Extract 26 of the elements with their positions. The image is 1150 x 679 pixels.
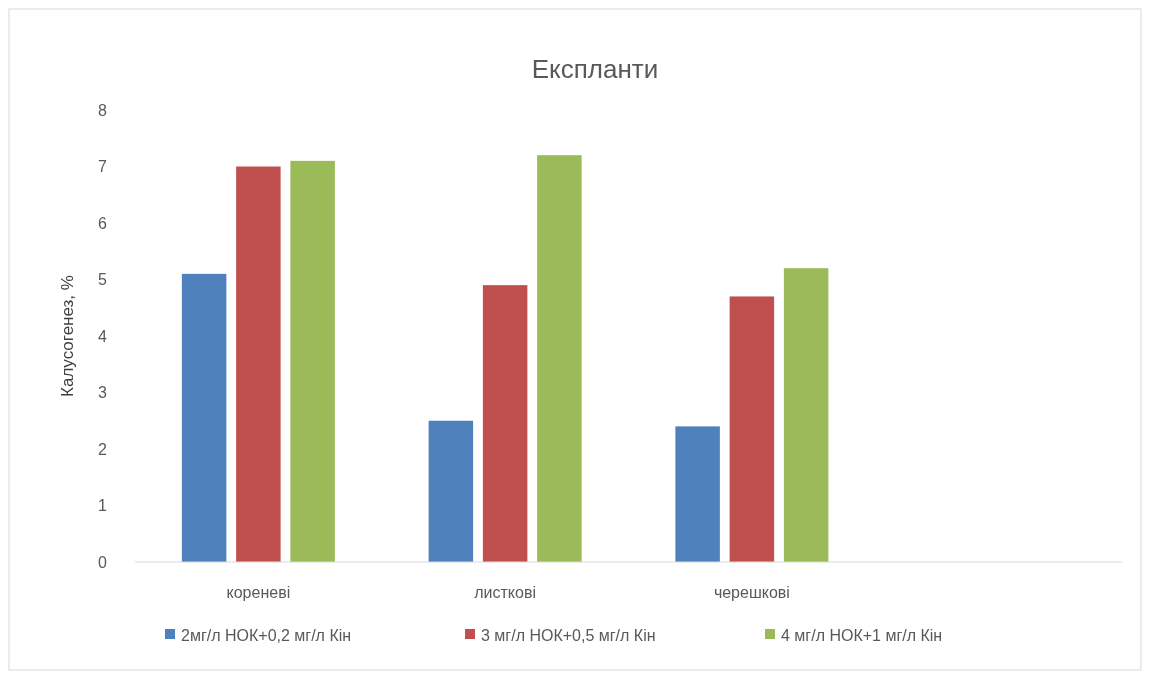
bar: [482, 285, 528, 562]
y-tick-label: 4: [98, 327, 108, 345]
y-tick-label: 1: [98, 497, 108, 515]
chart-title: Експланти: [531, 54, 659, 84]
bar: [729, 296, 775, 562]
legend-label: 3 мг/л НОК+0,5 мг/л Кін: [481, 626, 656, 644]
x-tick-label: листкові: [474, 584, 536, 601]
bar: [428, 420, 474, 562]
legend-label: 2мг/л НОК+0,2 мг/л Кін: [181, 626, 352, 644]
y-tick-label: 6: [98, 214, 108, 232]
y-tick-label: 3: [98, 384, 108, 402]
bar: [290, 160, 335, 562]
y-tick-label: 0: [98, 553, 108, 571]
y-tick-label: 8: [98, 101, 108, 119]
y-tick-label: 7: [98, 158, 108, 176]
x-tick-label: кореневі: [226, 584, 291, 601]
legend-label: 4 мг/л НОК+1 мг/л Кін: [781, 626, 943, 644]
x-tick-label: черешкові: [713, 584, 790, 601]
y-tick-label: 2: [98, 440, 108, 458]
y-tick-label: 5: [98, 271, 108, 289]
bar: [537, 155, 582, 562]
bar: [675, 426, 720, 562]
bar: [236, 166, 281, 562]
bar: [181, 273, 227, 562]
y-axis-title: Калусогенез, %: [58, 275, 77, 397]
bar: [783, 268, 829, 562]
